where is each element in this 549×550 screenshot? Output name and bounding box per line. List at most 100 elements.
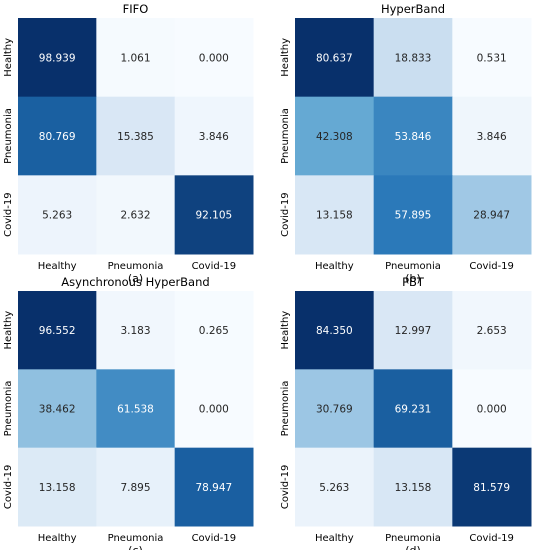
heatmap-panel-d: PBT 84.350 12.997 2.653 30.769 69.231 0.000 5.2… xyxy=(280,275,532,550)
cell-value-label: 2.632 xyxy=(120,210,150,222)
cell-value-label: 80.637 xyxy=(316,52,353,64)
cell-value-label: 96.552 xyxy=(39,325,76,337)
heatmap-cell-healthy-healthy xyxy=(18,18,97,98)
subfigure-label: (a) xyxy=(128,272,143,285)
x-tick-label: Healthy xyxy=(315,533,354,544)
heatmap-cell-healthy-pneumonia xyxy=(373,18,453,98)
cell-value-label: 0.000 xyxy=(199,52,229,64)
subfigure-label: (c) xyxy=(128,544,143,550)
cell-value-label: 0.531 xyxy=(477,52,507,64)
y-tick-label: Healthy xyxy=(280,311,291,350)
panel-title: PBT xyxy=(402,275,425,289)
heatmap-cell-pneumonia-healthy xyxy=(295,96,375,176)
y-tick-label: Covid-19 xyxy=(3,465,14,509)
subfigure-label: (b) xyxy=(405,272,421,285)
x-tick-label: Covid-19 xyxy=(192,533,236,544)
panel-title: FIFO xyxy=(123,2,149,16)
y-tick-label: Covid-19 xyxy=(280,192,291,236)
heatmap-panel-c: Asynchronous HyperBand 96.552 3.183 0.265 38… xyxy=(3,275,254,550)
cell-value-label: 3.846 xyxy=(477,131,507,143)
heatmap-cell-pneumonia-covid-19 xyxy=(452,369,532,449)
cell-value-label: 13.158 xyxy=(395,482,432,494)
heatmap-cell-covid-19-healthy xyxy=(295,175,375,255)
heatmap-cell-covid-19-healthy xyxy=(18,447,97,527)
x-tick-label: Pneumonia xyxy=(108,261,164,272)
panel-title: HyperBand xyxy=(381,2,445,16)
cell-value-label: 1.061 xyxy=(120,52,150,64)
heatmap-cell-covid-19-healthy xyxy=(18,175,97,255)
x-tick-label: Pneumonia xyxy=(108,533,164,544)
cell-value-label: 0.265 xyxy=(199,325,229,337)
cell-value-label: 7.895 xyxy=(120,482,150,494)
y-tick-label: Healthy xyxy=(280,38,291,77)
heatmap-cell-healthy-healthy xyxy=(295,18,375,98)
cell-value-label: 98.939 xyxy=(39,52,76,64)
y-tick-label: Pneumonia xyxy=(280,381,291,437)
cell-value-label: 61.538 xyxy=(117,404,154,416)
cell-value-label: 12.997 xyxy=(395,325,432,337)
cell-value-label: 0.000 xyxy=(199,404,229,416)
heatmap-cell-pneumonia-pneumonia xyxy=(96,96,176,176)
cell-value-label: 28.947 xyxy=(473,210,510,222)
heatmap-cell-healthy-covid-19 xyxy=(174,291,254,370)
cell-value-label: 84.350 xyxy=(316,325,353,337)
cell-value-label: 13.158 xyxy=(316,210,353,222)
y-tick-label: Covid-19 xyxy=(3,192,14,236)
heatmap-cell-healthy-healthy xyxy=(18,291,97,370)
heatmap-cell-covid-19-covid-19 xyxy=(452,175,532,255)
heatmap-panel-a: FIFO 98.939 1.061 0.000 80.769 15.385 3.846 5.2… xyxy=(3,2,254,285)
cell-value-label: 81.579 xyxy=(473,482,510,494)
cell-value-label: 69.231 xyxy=(395,404,432,416)
heatmap-cell-covid-19-covid-19 xyxy=(174,175,254,255)
heatmap-cell-pneumonia-healthy xyxy=(18,96,97,176)
heatmap-cell-covid-19-covid-19 xyxy=(174,447,254,527)
heatmap-cell-healthy-healthy xyxy=(295,291,375,370)
cell-value-label: 92.105 xyxy=(195,210,232,222)
heatmap-cell-covid-19-pneumonia xyxy=(373,175,453,255)
heatmap-cell-pneumonia-pneumonia xyxy=(373,96,453,176)
heatmap-cell-healthy-pneumonia xyxy=(373,291,453,370)
cell-value-label: 5.263 xyxy=(319,482,349,494)
x-tick-label: Covid-19 xyxy=(192,261,236,272)
x-tick-label: Pneumonia xyxy=(385,533,441,544)
heatmap-cell-pneumonia-covid-19 xyxy=(452,96,532,176)
cell-value-label: 15.385 xyxy=(117,131,154,143)
heatmap-panel-b: HyperBand 80.637 18.833 0.531 42.308 53.846 3.… xyxy=(280,2,532,285)
heatmap-cell-pneumonia-pneumonia xyxy=(96,369,176,449)
x-tick-label: Covid-19 xyxy=(469,533,513,544)
cell-value-label: 13.158 xyxy=(39,482,76,494)
heatmap-cell-healthy-pneumonia xyxy=(96,291,176,370)
x-tick-label: Pneumonia xyxy=(385,261,441,272)
x-tick-label: Healthy xyxy=(38,533,77,544)
cell-value-label: 78.947 xyxy=(195,482,232,494)
heatmap-cell-healthy-pneumonia xyxy=(96,18,176,98)
heatmap-cell-covid-19-pneumonia xyxy=(96,175,176,255)
cell-value-label: 57.895 xyxy=(395,210,432,222)
y-tick-label: Healthy xyxy=(3,311,14,350)
cell-value-label: 18.833 xyxy=(395,52,432,64)
y-tick-label: Pneumonia xyxy=(280,108,291,164)
heatmap-cell-covid-19-healthy xyxy=(295,447,375,527)
y-tick-label: Pneumonia xyxy=(3,381,14,437)
heatmap-cell-covid-19-pneumonia xyxy=(96,447,176,527)
heatmap-cell-covid-19-pneumonia xyxy=(373,447,453,527)
heatmap-cell-pneumonia-healthy xyxy=(295,369,375,449)
heatmap-cell-pneumonia-pneumonia xyxy=(373,369,453,449)
cell-value-label: 80.769 xyxy=(39,131,76,143)
y-tick-label: Healthy xyxy=(3,38,14,77)
cell-value-label: 5.263 xyxy=(42,210,72,222)
cell-value-label: 42.308 xyxy=(316,131,353,143)
x-tick-label: Healthy xyxy=(38,261,77,272)
x-tick-label: Healthy xyxy=(315,261,354,272)
x-tick-label: Covid-19 xyxy=(469,261,513,272)
cell-value-label: 53.846 xyxy=(395,131,432,143)
subfigure-label: (d) xyxy=(405,544,421,550)
heatmap-cell-pneumonia-covid-19 xyxy=(174,96,254,176)
y-tick-label: Covid-19 xyxy=(280,465,291,509)
heatmap-cell-covid-19-covid-19 xyxy=(452,447,532,527)
heatmap-cell-healthy-covid-19 xyxy=(452,291,532,370)
heatmap-cell-healthy-covid-19 xyxy=(174,18,254,98)
heatmap-cell-healthy-covid-19 xyxy=(452,18,532,98)
cell-value-label: 30.769 xyxy=(316,404,353,416)
